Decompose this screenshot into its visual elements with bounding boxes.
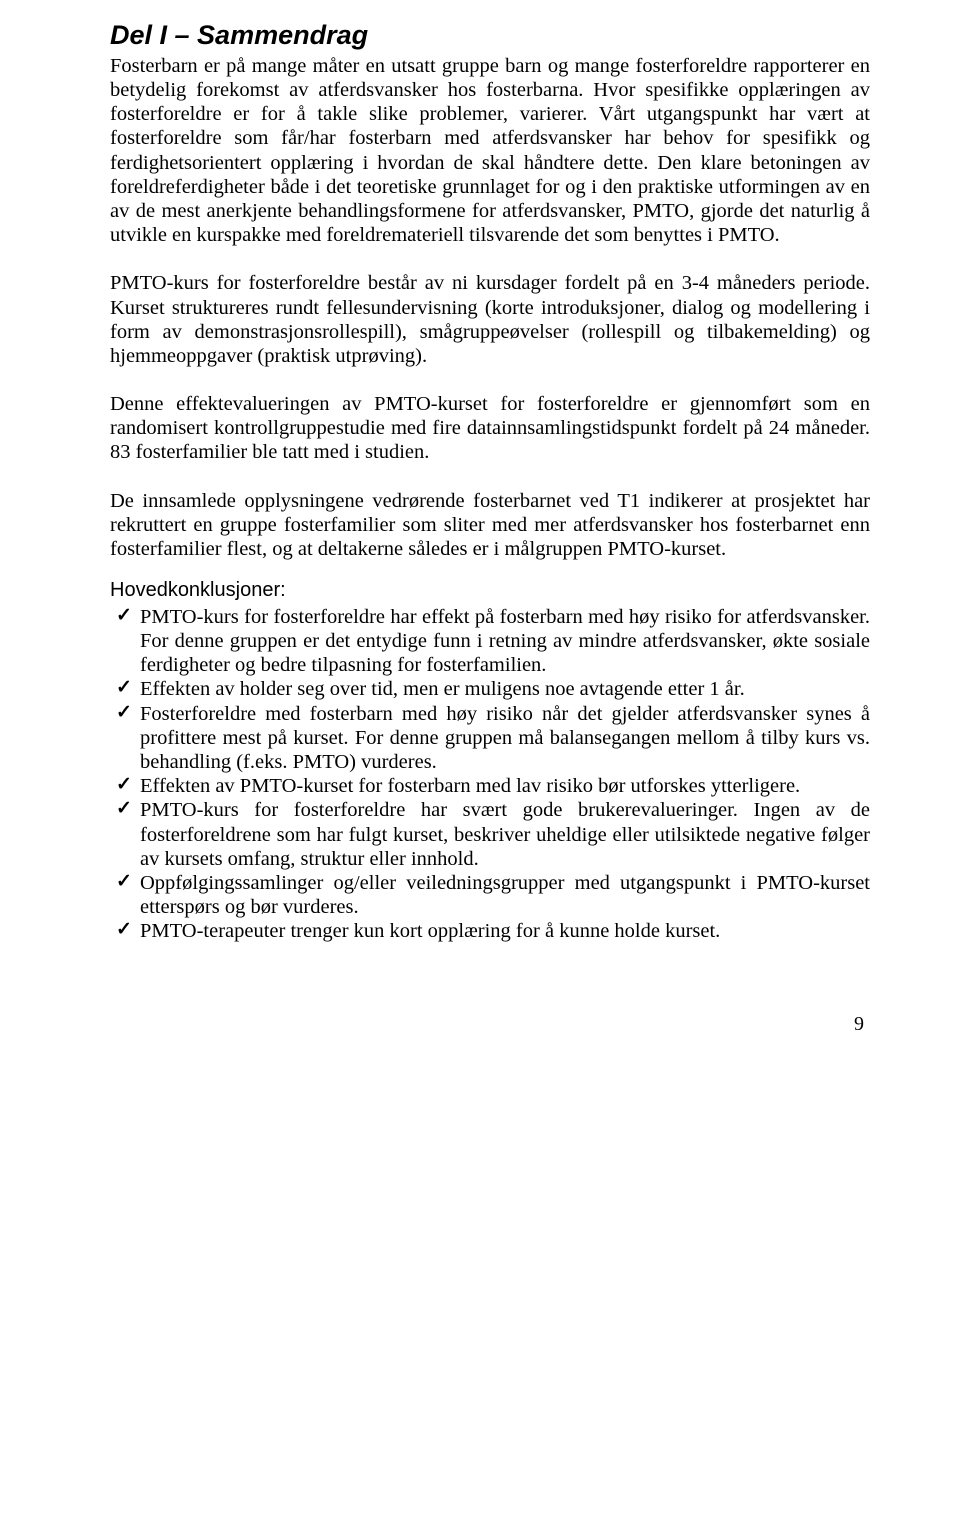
list-item: PMTO-kurs for fosterforeldre har svært g… <box>110 798 870 871</box>
page-number: 9 <box>110 1013 870 1037</box>
paragraph-4: De innsamlede opplysningene vedrørende f… <box>110 489 870 562</box>
subheading-conclusions: Hovedkonklusjoner: <box>110 579 870 603</box>
list-item: PMTO-terapeuter trenger kun kort opplæri… <box>110 919 870 943</box>
page-title: Del I – Sammendrag <box>110 20 870 52</box>
conclusions-list: PMTO-kurs for fosterforeldre har effekt … <box>110 605 870 944</box>
list-item: PMTO-kurs for fosterforeldre har effekt … <box>110 605 870 678</box>
paragraph-2: PMTO-kurs for fosterforeldre består av n… <box>110 271 870 368</box>
list-item: Oppfølgingssamlinger og/eller veiledning… <box>110 871 870 919</box>
list-item: Effekten av PMTO-kurset for fosterbarn m… <box>110 774 870 798</box>
list-item: Fosterforeldre med fosterbarn med høy ri… <box>110 702 870 775</box>
list-item: Effekten av holder seg over tid, men er … <box>110 677 870 701</box>
paragraph-3: Denne effektevalueringen av PMTO-kurset … <box>110 392 870 465</box>
paragraph-1: Fosterbarn er på mange måter en utsatt g… <box>110 54 870 248</box>
